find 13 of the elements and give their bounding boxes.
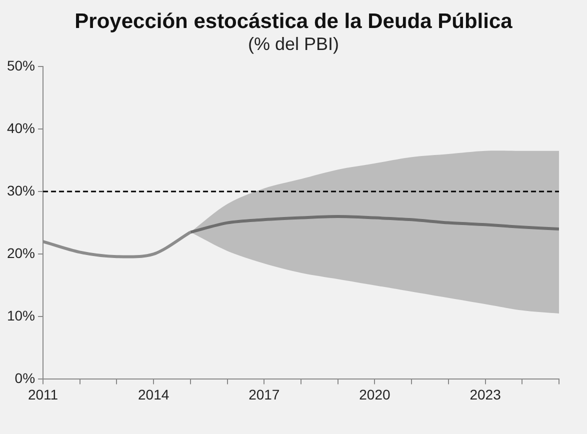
y-tick-label: 50% [6, 57, 36, 74]
x-tick-label: 2014 [138, 386, 170, 402]
y-tick-label: 0% [14, 370, 36, 386]
x-tick-label: 2017 [248, 386, 280, 402]
y-tick-label: 10% [6, 308, 36, 324]
chart-subtitle: (% del PBI) [246, 34, 340, 55]
y-tick-label: 40% [6, 120, 36, 136]
x-tick-label: 2023 [470, 386, 502, 402]
x-tick-label: 2011 [28, 386, 58, 402]
x-tick-label: 2020 [359, 386, 390, 402]
y-tick-label: 20% [6, 244, 36, 261]
chart-title: Proyección estocástica de la Deuda Pública [74, 10, 514, 34]
y-tick-label: 30% [6, 182, 36, 198]
